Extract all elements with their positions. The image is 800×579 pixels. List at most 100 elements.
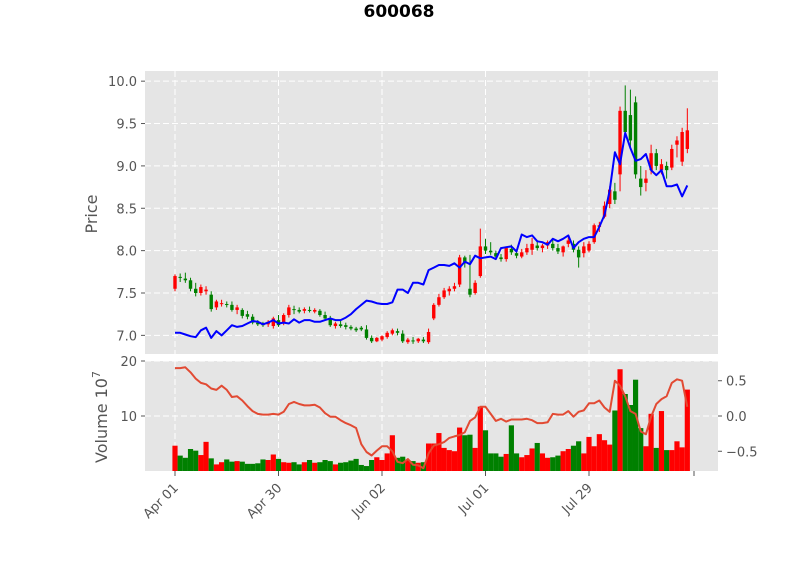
candle-body — [338, 324, 343, 327]
candle-body — [623, 110, 627, 133]
candle-body — [364, 329, 369, 338]
candle-body — [483, 246, 488, 251]
candle-body — [302, 309, 307, 311]
candle-body — [530, 243, 534, 250]
candle-body — [426, 331, 431, 343]
volume-bar — [301, 462, 307, 471]
candle-body — [281, 315, 286, 324]
candle-body — [214, 301, 219, 308]
volume-bar — [529, 448, 535, 471]
candle-body — [333, 323, 338, 327]
volume-bar — [291, 462, 297, 471]
volume-bar — [275, 458, 282, 471]
candle-body — [613, 191, 617, 200]
volume-axis-label-base: Volume 10 — [92, 378, 111, 463]
candle-body — [380, 336, 384, 340]
chart-title: 600068 — [364, 2, 435, 22]
volume-bar — [208, 458, 214, 471]
volume-bar — [591, 446, 597, 471]
volume-bar — [539, 453, 546, 471]
volume-bar — [622, 394, 628, 471]
candle-body — [406, 339, 410, 343]
volume-bar — [239, 461, 245, 471]
volume-bar — [576, 441, 582, 471]
volume-bar — [203, 441, 209, 471]
volume-bar — [234, 461, 240, 471]
volume-bar — [658, 411, 665, 471]
volume-bar — [519, 457, 525, 471]
x-tick-label: Apr 01 — [141, 481, 182, 522]
candle-body — [292, 309, 296, 311]
volume-bar — [425, 443, 432, 471]
candle-body — [416, 338, 420, 342]
candle-body — [514, 253, 519, 256]
volume-bar — [581, 453, 587, 471]
volume-bar — [244, 463, 251, 471]
candle-body — [659, 164, 664, 171]
volume-bar — [451, 451, 458, 471]
candle-body — [551, 243, 555, 249]
candle-body — [225, 304, 229, 306]
candle-body — [188, 280, 193, 289]
volume-bar — [250, 463, 256, 471]
volume-bar — [612, 410, 618, 471]
candle-body — [390, 330, 395, 334]
candle-body — [540, 245, 545, 249]
candle-body — [670, 148, 674, 168]
volume-bar — [638, 428, 644, 471]
volume-bar — [327, 461, 333, 471]
candle-body — [411, 340, 415, 342]
candle-body — [685, 130, 690, 149]
volume-bar — [674, 441, 680, 471]
candle-body — [235, 307, 239, 310]
price-grid — [145, 71, 718, 354]
volume-bar — [534, 442, 540, 471]
volume-axis-label-exponent: 7 — [90, 371, 103, 378]
candle-body — [199, 287, 203, 293]
volume-bar — [410, 461, 416, 471]
candle-body — [488, 250, 493, 253]
candle-body — [395, 331, 400, 333]
volume-bar — [643, 446, 649, 471]
volume-bar — [224, 459, 230, 471]
price-axis-label: Price — [82, 194, 101, 233]
candle-body — [499, 257, 503, 260]
candle-body — [432, 304, 436, 319]
x-tick-label: Apr 30 — [244, 481, 285, 522]
candle-body — [359, 327, 363, 330]
volume-bar — [306, 460, 313, 471]
volume-bar — [498, 456, 504, 471]
x-tick-label: Jun 02 — [349, 481, 389, 521]
candle-body — [504, 248, 508, 260]
candle-body — [582, 246, 586, 254]
candle-body — [644, 178, 648, 183]
volume-axis-label: Volume 107 — [90, 371, 111, 463]
volume-bar — [627, 405, 633, 471]
candle-body — [194, 288, 198, 293]
volume-bar — [198, 455, 204, 471]
volume-bar — [296, 464, 302, 471]
candle-body — [556, 248, 560, 252]
volume-bar — [441, 447, 447, 471]
candle-body — [256, 322, 260, 325]
price-tick-label: 8.0 — [116, 245, 137, 260]
candle-body — [494, 253, 498, 257]
volume-bar — [374, 457, 380, 471]
volume-bar — [187, 449, 194, 471]
candle-body — [297, 309, 301, 312]
volume-tick-label: 20 — [120, 355, 137, 370]
candle-body — [618, 110, 622, 175]
candle-body — [639, 178, 643, 188]
volume-bar — [488, 453, 494, 471]
volume-bar — [255, 463, 261, 471]
volume-bar — [286, 462, 292, 471]
candle-body — [576, 249, 581, 258]
candle-body — [457, 257, 462, 285]
candle-body — [245, 314, 250, 317]
x-tick-label: Jul 01 — [455, 481, 492, 518]
volume-bar — [482, 430, 489, 471]
indicator-tick-label: 0.0 — [726, 410, 747, 425]
volume-bar — [446, 450, 452, 471]
candle-body — [447, 288, 451, 292]
candle-body — [204, 289, 208, 292]
